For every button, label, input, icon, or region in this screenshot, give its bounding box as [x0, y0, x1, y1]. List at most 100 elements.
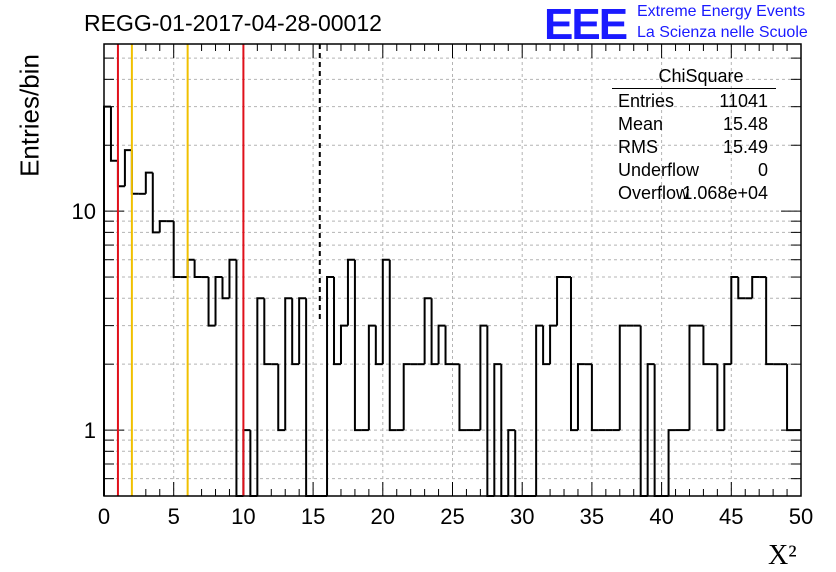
histogram-bin	[381, 258, 390, 365]
histogram-bin	[493, 363, 502, 496]
histogram-bin	[256, 297, 265, 496]
histogram-bin	[158, 220, 167, 233]
x-tick-label: 20	[371, 504, 395, 529]
y-tick-label: 1	[84, 418, 96, 443]
histogram-bin	[151, 172, 160, 234]
x-tick-label: 15	[301, 504, 325, 529]
histogram-bin	[444, 325, 453, 366]
histogram-bin	[263, 298, 272, 366]
logo-subtitle-2: La Scienza nelle Scuole	[637, 24, 808, 41]
histogram-bin	[346, 258, 355, 326]
histogram-bin	[326, 276, 335, 496]
logo-subtitle-1: Extreme Energy Events	[637, 3, 806, 20]
histogram-bin	[535, 324, 544, 496]
histogram-bin	[109, 106, 118, 162]
histogram-bin	[305, 298, 314, 497]
histogram-bin	[353, 259, 362, 432]
histogram-bin	[186, 258, 195, 278]
histogram-bin	[576, 363, 585, 431]
x-tick-label: 40	[649, 504, 673, 529]
histogram-bin	[702, 325, 711, 366]
histogram-bin	[556, 276, 565, 326]
histogram-bin	[402, 363, 411, 431]
stats-key: RMS	[618, 137, 658, 157]
plot-frame	[103, 43, 802, 497]
histogram-bin	[723, 363, 732, 431]
chart-title: REGG-01-2017-04-28-00012	[84, 10, 382, 36]
stats-key: Underflow	[618, 160, 700, 180]
x-tick-label: 45	[719, 504, 743, 529]
axis-ticks	[103, 44, 802, 497]
histogram-bin	[339, 324, 348, 365]
stats-key: Entries	[618, 91, 675, 111]
histogram-bin	[751, 276, 760, 299]
histogram-bin	[291, 298, 300, 366]
histogram-bin	[144, 171, 153, 194]
histogram-bin	[367, 324, 376, 431]
x-axis-label: X²	[768, 540, 797, 571]
histogram-bin	[284, 297, 293, 431]
histogram-bin	[430, 298, 439, 366]
histogram-bin	[549, 324, 558, 365]
histogram-bin	[333, 277, 341, 366]
histogram-bin	[730, 276, 739, 365]
threshold-lines	[116, 44, 321, 496]
histogram-bin	[765, 277, 774, 366]
histogram-bin	[458, 364, 467, 432]
histogram-bin	[228, 258, 237, 299]
histogram-bin	[646, 363, 655, 496]
histogram-bin	[542, 325, 551, 366]
histogram-bin	[590, 364, 599, 432]
histogram-bin	[193, 259, 202, 279]
stats-row: RMS 15.49	[612, 137, 776, 160]
stats-value: 0	[757, 160, 768, 180]
histogram-bin	[207, 277, 216, 327]
histogram-bin	[172, 221, 181, 279]
histogram-bin	[277, 364, 286, 432]
histogram-bin	[716, 364, 725, 432]
histogram-bin	[130, 150, 139, 195]
stats-key: Mean	[618, 114, 664, 134]
eee-logo: EEE	[544, 0, 628, 49]
x-tick-label: 5	[168, 504, 180, 529]
stats-value: 15.48	[722, 114, 768, 134]
histogram-bin	[569, 277, 578, 432]
histogram-bin	[786, 364, 795, 432]
histogram-bin	[618, 324, 627, 431]
stats-title: ChiSquare	[612, 66, 776, 89]
histogram-bin	[667, 429, 676, 496]
x-tick-label: 0	[98, 504, 110, 529]
y-tick-label: 10	[72, 199, 96, 224]
stats-row: Entries 11041	[612, 91, 776, 114]
x-tick-label: 10	[231, 504, 255, 529]
histogram-bin	[486, 325, 495, 497]
tick-labels: 0 5 10 15 20 25 30 35 40 45 50 1 10	[72, 199, 814, 529]
histogram-bin	[688, 324, 697, 431]
histogram-bin	[423, 297, 432, 365]
histogram-bin	[221, 277, 230, 300]
x-tick-label: 35	[580, 504, 604, 529]
stats-box: ChiSquare Entries 11041 Mean 15.48 RMS 15.4…	[612, 66, 776, 206]
stats-row: Overflow 1.068e+04	[612, 183, 776, 206]
histogram-bin	[479, 324, 488, 431]
x-tick-label: 30	[510, 504, 534, 529]
histogram-bin	[374, 325, 383, 366]
x-tick-label: 25	[440, 504, 464, 529]
histogram-bin	[737, 277, 746, 300]
histogram-bin	[639, 325, 648, 497]
histogram-bin	[298, 297, 307, 365]
histogram-bin	[116, 160, 125, 188]
histogram-bin	[214, 276, 223, 326]
histogram-bin	[123, 149, 132, 187]
histogram-bin	[235, 259, 244, 497]
histogram-bin	[103, 105, 111, 496]
stats-row: Mean 15.48	[612, 114, 776, 137]
histogram-bin	[388, 259, 397, 432]
stats-value: 11041	[719, 91, 768, 111]
stats-value: 1.068e+04	[682, 183, 768, 203]
histogram-bin	[507, 429, 516, 496]
stats-key: Overflow	[618, 183, 690, 203]
x-tick-label: 50	[789, 504, 813, 529]
stats-row: Underflow 0	[612, 160, 776, 183]
